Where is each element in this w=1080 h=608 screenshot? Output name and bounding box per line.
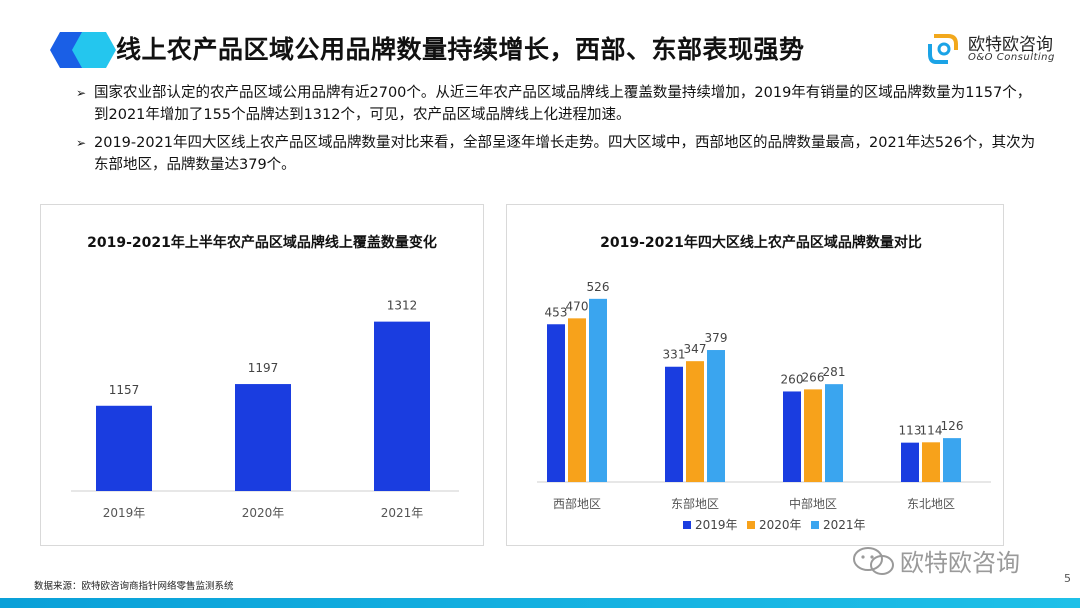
bar <box>783 391 801 482</box>
data-label: 526 <box>587 280 610 294</box>
legend-label: 2021年 <box>823 518 866 532</box>
legend-swatch <box>747 521 755 529</box>
arrow-bullet-icon: ➢ <box>76 136 87 150</box>
page-number: 5 <box>1064 572 1071 585</box>
x-tick-label: 东北地区 <box>907 497 955 511</box>
bullet-text: 国家农业部认定的农产品区域公用品牌有近2700个。从近三年农产品区域品牌线上覆盖… <box>94 85 1032 123</box>
bar <box>686 361 704 482</box>
data-label: 260 <box>781 372 804 386</box>
data-label: 114 <box>920 423 943 437</box>
x-tick-label: 2020年 <box>242 506 285 520</box>
data-label: 1197 <box>248 361 279 375</box>
data-label: 281 <box>823 365 846 379</box>
bar <box>235 384 291 491</box>
bar <box>943 438 961 482</box>
bar <box>568 318 586 482</box>
chart-panel-coverage: 2019-2021年上半年农产品区域品牌线上覆盖数量变化 1157 2019年 119… <box>40 204 484 546</box>
bullet-item: ➢ 国家农业部认定的农产品区域公用品牌有近2700个。从近三年农产品区域品牌线上… <box>76 82 1036 126</box>
data-label: 347 <box>684 342 707 356</box>
data-label: 379 <box>705 331 728 345</box>
data-label: 266 <box>802 370 825 384</box>
arrow-bullet-icon: ➢ <box>76 86 87 100</box>
bar <box>804 389 822 482</box>
bar <box>707 350 725 482</box>
data-label: 1157 <box>109 383 140 397</box>
chart-panel-regions: 2019-2021年四大区线上农产品区域品牌数量对比 453 470 526 西部地区 3… <box>506 204 1004 546</box>
bar <box>589 298 607 482</box>
logo-name-cn: 欧特欧咨询 <box>968 35 1053 55</box>
bar <box>374 321 430 491</box>
summary-bullets: ➢ 国家农业部认定的农产品区域公用品牌有近2700个。从近三年农产品区域品牌线上… <box>76 82 1036 182</box>
x-tick-label: 2019年 <box>103 506 146 520</box>
data-label: 113 <box>899 424 922 438</box>
legend-swatch <box>811 521 819 529</box>
legend-swatch <box>683 521 691 529</box>
bottom-accent-bar <box>0 598 1080 608</box>
bar <box>825 384 843 482</box>
bar <box>665 366 683 482</box>
x-tick-label: 中部地区 <box>789 496 837 511</box>
title-hexagon-icon <box>50 32 116 68</box>
data-label: 331 <box>663 348 686 362</box>
bar <box>901 442 919 482</box>
x-tick-label: 2021年 <box>381 506 424 520</box>
bar <box>922 442 940 482</box>
chart-title: 2019-2021年上半年农产品区域品牌线上覆盖数量变化 <box>87 234 437 251</box>
page-title: 线上农产品区域公用品牌数量持续增长，西部、东部表现强势 <box>116 35 805 64</box>
x-tick-label: 东部地区 <box>671 496 719 511</box>
data-source-note: 数据来源：欧特欧咨询商指针网络零售监测系统 <box>34 581 234 592</box>
data-label: 453 <box>545 305 568 319</box>
data-label: 1312 <box>387 299 418 313</box>
chart-title: 2019-2021年四大区线上农产品区域品牌数量对比 <box>600 234 922 251</box>
data-label: 126 <box>941 419 964 433</box>
data-label: 470 <box>566 299 589 313</box>
coverage-bar-chart: 2019-2021年上半年农产品区域品牌线上覆盖数量变化 1157 2019年 119… <box>71 234 459 520</box>
company-logo <box>928 34 958 64</box>
bullet-text: 2019-2021年四大区线上农产品区域品牌数量对比来看，全部呈逐年增长走势。四… <box>94 135 1036 173</box>
wechat-icon <box>853 547 894 575</box>
bar <box>96 405 152 491</box>
watermark-text: 欧特欧咨询 <box>900 549 1020 577</box>
legend-label: 2019年 <box>695 518 738 532</box>
bullet-item: ➢ 2019-2021年四大区线上农产品区域品牌数量对比来看，全部呈逐年增长走势… <box>76 132 1036 176</box>
logo-name-en: O&O Consulting <box>968 52 1055 63</box>
x-tick-label: 西部地区 <box>553 496 601 511</box>
legend-label: 2020年 <box>759 518 802 532</box>
bar <box>547 324 565 482</box>
